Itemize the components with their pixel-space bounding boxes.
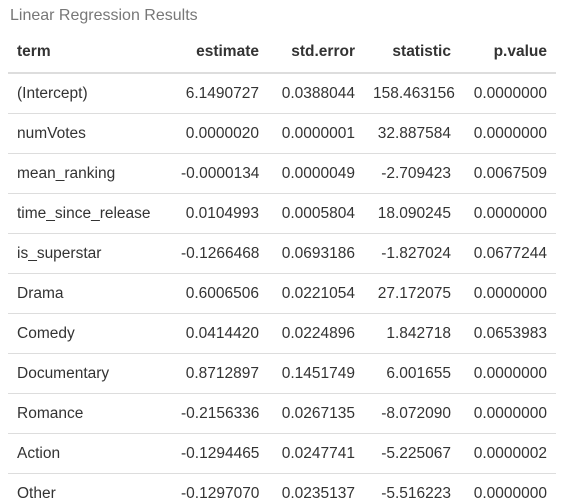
header-std-error: std.error (268, 32, 364, 74)
header-statistic: statistic (364, 32, 460, 74)
table-row: Romance -0.2156336 0.0267135 -8.072090 0.000… (8, 393, 556, 434)
cell-estimate: 0.0000020 (172, 113, 268, 154)
cell-std-error: 0.0005804 (268, 193, 364, 234)
cell-estimate: -0.1294465 (172, 433, 268, 474)
table-row: (Intercept) 6.1490727 0.0388044 158.463156 0… (8, 73, 556, 114)
cell-term: time_since_release (8, 193, 172, 234)
header-p-value: p.value (460, 32, 556, 74)
cell-p-value: 0.0000000 (460, 113, 556, 154)
cell-estimate: 0.0414420 (172, 313, 268, 354)
table-row: is_superstar -0.1266468 0.0693186 -1.827024… (8, 233, 556, 274)
table-row: Action -0.1294465 0.0247741 -5.225067 0.0000… (8, 433, 556, 474)
cell-std-error: 0.0224896 (268, 313, 364, 354)
cell-statistic: 27.172075 (364, 273, 460, 314)
cell-statistic: -8.072090 (364, 393, 460, 434)
cell-statistic: 18.090245 (364, 193, 460, 234)
cell-estimate: 6.1490727 (185, 84, 259, 102)
cell-statistic: 6.001655 (364, 353, 460, 394)
cell-term: (Intercept) (17, 84, 88, 102)
cell-statistic: -5.225067 (364, 433, 460, 474)
table-row: mean_ranking -0.0000134 0.0000049 -2.709423… (8, 153, 556, 194)
cell-estimate: -0.2156336 (172, 393, 268, 434)
cell-std-error: 0.0693186 (268, 233, 364, 274)
cell-term: Other (8, 473, 172, 504)
cell-std-error: 0.0000001 (268, 113, 364, 154)
table-row: Documentary 0.8712897 0.1451749 6.001655 0.0… (8, 353, 556, 394)
cell-estimate: -0.0000134 (172, 153, 268, 194)
cell-estimate: 0.0104993 (172, 193, 268, 234)
cell-estimate: 0.6006506 (172, 273, 268, 314)
cell-std-error: 0.0221054 (268, 273, 364, 314)
cell-statistic: -1.827024 (364, 233, 460, 274)
cell-statistic: -2.709423 (364, 153, 460, 194)
cell-term: mean_ranking (8, 153, 172, 194)
cell-std-error: 0.0235137 (268, 473, 364, 504)
cell-statistic: 1.842718 (364, 313, 460, 354)
header-estimate: estimate (172, 32, 268, 74)
cell-p-value: 0.0000000 (460, 273, 556, 314)
cell-term: Documentary (8, 353, 172, 394)
cell-statistic: 32.887584 (364, 113, 460, 154)
cell-p-value: 0.0653983 (460, 313, 556, 354)
cell-p-value: 0.0000000 (460, 353, 556, 394)
table-caption: Linear Regression Results (10, 7, 198, 24)
cell-statistic: 158.463156 (373, 84, 455, 102)
cell-p-value: 0.0000000 (460, 473, 556, 504)
cell-term: Romance (8, 393, 172, 434)
cell-estimate: -0.1297070 (172, 473, 268, 504)
cell-p-value: 0.0000000 (460, 393, 556, 434)
cell-p-value: 0.0000000 (460, 193, 556, 234)
table-row: numVotes 0.0000020 0.0000001 32.887584 0.000… (8, 113, 556, 154)
header-row: term estimate std.error statistic p.valu… (8, 32, 556, 74)
cell-term: Comedy (8, 313, 172, 354)
table-header: term estimate std.error statistic p.valu… (8, 32, 556, 74)
cell-term: numVotes (8, 113, 172, 154)
cell-std-error: 0.0267135 (268, 393, 364, 434)
cell-term: Action (8, 433, 172, 474)
cell-estimate: -0.1266468 (172, 233, 268, 274)
cell-p-value: 0.0067509 (460, 153, 556, 194)
cell-p-value: 0.0677244 (460, 233, 556, 274)
regression-table: term estimate std.error statistic p.valu… (8, 32, 556, 504)
table-row: Drama 0.6006506 0.0221054 27.172075 0.000000… (8, 273, 556, 314)
header-term: term (8, 32, 172, 74)
cell-std-error: 0.0000049 (268, 153, 364, 194)
cell-std-error: 0.0388044 (281, 84, 355, 102)
cell-std-error: 0.1451749 (268, 353, 364, 394)
table-row: time_since_release 0.0104993 0.0005804 18.0… (8, 193, 556, 234)
cell-std-error: 0.0247741 (268, 433, 364, 474)
cell-statistic: -5.516223 (364, 473, 460, 504)
cell-term: is_superstar (8, 233, 172, 274)
cell-estimate: 0.8712897 (172, 353, 268, 394)
table-row: Other -0.1297070 0.0235137 -5.516223 0.00000… (8, 473, 556, 504)
table-row: Comedy 0.0414420 0.0224896 1.842718 0.065398… (8, 313, 556, 354)
cell-p-value: 0.0000002 (460, 433, 556, 474)
table-body: (Intercept) 6.1490727 0.0388044 158.463156 0… (8, 73, 556, 504)
cell-term: Drama (8, 273, 172, 314)
cell-p-value: 0.0000000 (473, 84, 547, 102)
